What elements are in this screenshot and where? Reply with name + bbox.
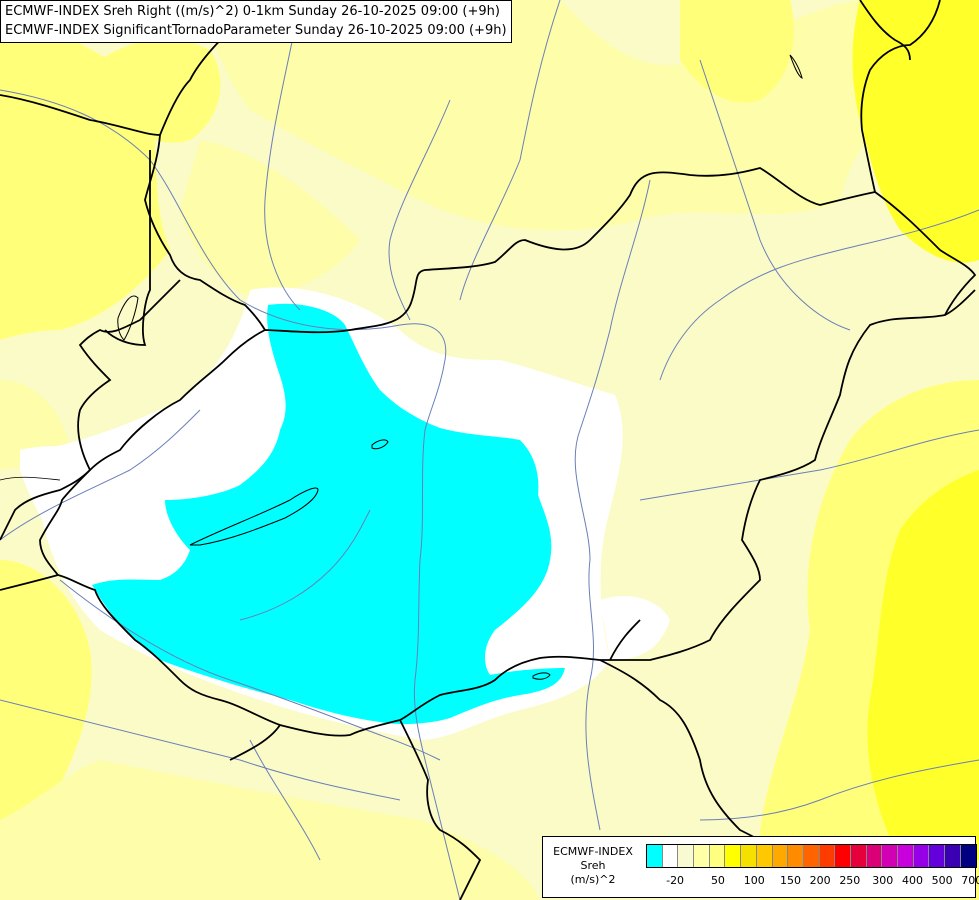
border-east — [944, 289, 976, 316]
river-east-2 — [659, 209, 979, 381]
legend-swatch — [960, 845, 977, 867]
border-hungary — [39, 167, 977, 737]
legend-swatch — [835, 845, 851, 867]
river-north-3 — [459, 0, 561, 301]
legend-swatch — [945, 845, 961, 867]
map-title-line-2: ECMWF-INDEX SignificantTornadoParameter … — [5, 23, 507, 38]
legend-swatch — [850, 845, 867, 867]
river-east-3 — [639, 429, 979, 501]
legend-label: -20 — [666, 874, 685, 887]
lake-neusiedl — [117, 295, 139, 341]
legend-labels: -20 50 100 150 200 250 300 400 500 700 — [646, 874, 979, 890]
river-south-1 — [249, 739, 321, 861]
zone-east-bright-inner — [867, 470, 979, 860]
legend-label: 400 — [901, 874, 923, 887]
legend-swatch — [694, 845, 710, 867]
legend-swatch — [756, 845, 773, 867]
map-title-box: ECMWF-INDEX Sreh Right ((m/s)^2) 0-1km S… — [0, 0, 512, 43]
legend-swatch — [819, 845, 836, 867]
legend-swatch — [647, 845, 663, 867]
zone-south-yellow — [0, 760, 540, 900]
zone-center-north-yellow — [180, 140, 360, 300]
zone-white-southeast — [600, 596, 670, 660]
river-danube-upper — [0, 89, 447, 361]
zone-north-strip — [100, 39, 221, 143]
legend-label: 150 — [779, 874, 801, 887]
zone-northeast-patch — [680, 0, 794, 103]
map-title-line-1: ECMWF-INDEX Sreh Right ((m/s)^2) 0-1km S… — [5, 4, 500, 19]
border-south-west-2 — [229, 724, 281, 761]
river-drava — [59, 579, 441, 761]
region-border-1 — [0, 476, 61, 481]
legend-title-line-3: (m/s)^2 — [570, 873, 616, 886]
river-west-1 — [0, 409, 201, 541]
legend-swatch — [678, 845, 695, 867]
legend-swatch — [913, 845, 930, 867]
border-north-east — [860, 0, 941, 193]
legend-swatch — [772, 845, 789, 867]
legend-swatch — [898, 845, 914, 867]
river-north-2 — [388, 99, 451, 321]
lake-balaton — [189, 487, 319, 546]
legend-label: 250 — [839, 874, 861, 887]
legend-color-bar — [646, 844, 978, 868]
river-tisza — [574, 179, 651, 831]
legend-title-line-1: ECMWF-INDEX — [553, 845, 633, 858]
legend-label: 50 — [710, 874, 725, 887]
legend-label: 500 — [931, 874, 953, 887]
legend-swatch — [929, 845, 946, 867]
legend-swatch — [803, 845, 820, 867]
legend-label: 300 — [872, 874, 894, 887]
legend-title-line-2: Sreh — [580, 859, 606, 872]
legend-swatch — [741, 845, 757, 867]
zone-cyan-main — [92, 303, 565, 725]
border-west-2 — [104, 150, 151, 346]
river-central — [239, 509, 371, 621]
legend-swatch — [788, 845, 804, 867]
legend-label: 100 — [743, 874, 765, 887]
sreh-zones-cyan — [92, 303, 565, 725]
lakes — [117, 54, 803, 680]
lake-small-1 — [371, 439, 389, 450]
border-west — [0, 279, 181, 541]
river-north-1 — [264, 0, 301, 311]
legend-swatch — [709, 845, 726, 867]
legend-label: 700 — [961, 874, 979, 887]
lake-small-3 — [789, 54, 803, 79]
legend-label: 200 — [809, 874, 831, 887]
zone-northeast-bright — [852, 0, 979, 263]
border-south-croatia — [399, 719, 482, 900]
color-legend: ECMWF-INDEX Sreh (m/s)^2 -20 50 100 150 200 2… — [542, 836, 979, 898]
zone-white-west — [20, 446, 167, 591]
river-southeast — [699, 759, 979, 821]
river-east-1 — [699, 59, 851, 331]
border-tisza-south — [609, 619, 641, 661]
legend-title: ECMWF-INDEX Sreh (m/s)^2 — [545, 845, 641, 887]
region-borders — [0, 476, 61, 481]
lake-small-2 — [532, 672, 551, 680]
legend-swatch — [882, 845, 898, 867]
legend-swatch — [866, 845, 883, 867]
border-north-east-2 — [859, 0, 911, 61]
legend-swatch — [662, 845, 679, 867]
legend-swatch — [725, 845, 742, 867]
river-danube-bend — [413, 359, 461, 900]
border-southwest — [0, 574, 59, 591]
